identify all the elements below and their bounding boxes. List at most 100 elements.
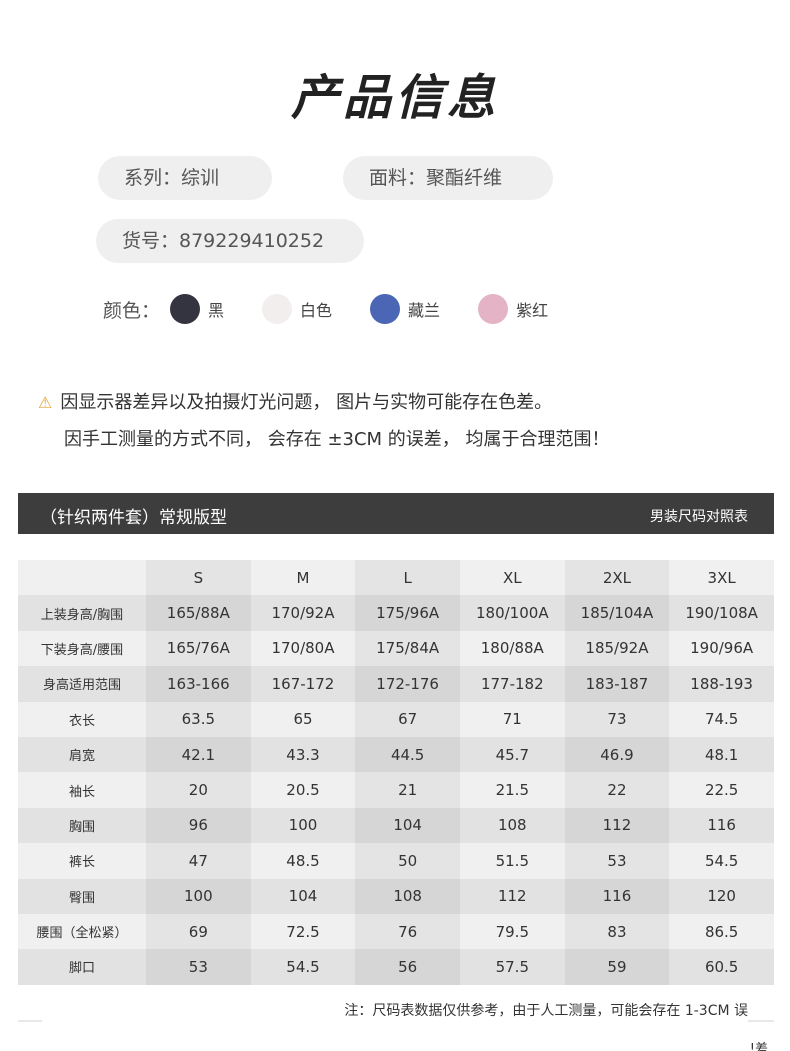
table-cell: 69 <box>146 913 251 950</box>
column-header: XL <box>459 560 565 596</box>
table-cell: 45.7 <box>459 736 565 773</box>
column-header <box>18 560 146 596</box>
size-footnote-tail: !差 <box>749 1042 768 1051</box>
table-cell: 22.5 <box>669 772 774 808</box>
table-cell: 112 <box>459 878 565 914</box>
table-cell: 22 <box>564 772 670 808</box>
table-cell: 48.1 <box>669 736 774 773</box>
table-cell: 57.5 <box>459 949 565 985</box>
color-label: 颜色： <box>103 299 161 322</box>
table-cell: 175/84A <box>355 630 460 667</box>
table-row: 袖长 20 20.5 21 21.5 22 22.5 <box>18 772 774 808</box>
table-cell: 42.1 <box>146 736 251 773</box>
table-cell: 60.5 <box>669 949 774 985</box>
size-chart-title: （针织两件套）常规版型 <box>40 508 227 528</box>
table-cell: 56 <box>355 949 460 985</box>
table-cell: 63.5 <box>146 701 251 737</box>
table-cell: 170/92A <box>250 595 356 631</box>
column-header: L <box>355 560 460 596</box>
table-cell: 46.9 <box>564 736 670 773</box>
row-label: 腰围（全松紧） <box>18 913 146 950</box>
table-cell: 47 <box>146 843 251 879</box>
table-row: 臀围 100 104 108 112 116 120 <box>18 878 774 914</box>
row-label: 胸围 <box>18 807 146 844</box>
size-chart-header: （针织两件套）常规版型 男装尺码对照表 <box>18 493 774 534</box>
table-cell: 172-176 <box>355 666 460 702</box>
color-note: ⚠ 因显示器差异以及拍摄灯光问题， 图片与实物可能存在色差。 <box>38 392 553 413</box>
column-header: 3XL <box>669 560 774 596</box>
table-header-row: S M L XL 2XL 3XL <box>18 560 774 596</box>
table-cell: 76 <box>355 913 460 950</box>
table-cell: 180/88A <box>459 630 565 667</box>
table-cell: 21 <box>355 772 460 808</box>
table-row: 裤长 47 48.5 50 51.5 53 54.5 <box>18 843 774 879</box>
table-cell: 96 <box>146 807 251 844</box>
table-cell: 83 <box>564 913 670 950</box>
color-swatch[interactable]: 黑 <box>170 294 224 324</box>
table-cell: 116 <box>669 807 774 844</box>
row-label: 上装身高/胸围 <box>18 595 146 631</box>
row-label: 袖长 <box>18 772 146 808</box>
table-cell: 79.5 <box>459 913 565 950</box>
table-cell: 180/100A <box>459 595 565 631</box>
table-cell: 86.5 <box>669 913 774 950</box>
table-row: 下装身高/腰围 165/76A 170/80A 175/84A 180/88A 185/9… <box>18 630 774 667</box>
table-cell: 188-193 <box>669 666 774 702</box>
table-cell: 104 <box>250 878 356 914</box>
row-label: 臀围 <box>18 878 146 914</box>
row-label: 肩宽 <box>18 736 146 773</box>
column-header: S <box>146 560 251 596</box>
color-name: 藏兰 <box>408 301 441 320</box>
column-header: 2XL <box>564 560 670 596</box>
color-name: 紫红 <box>516 301 549 320</box>
table-cell: 51.5 <box>459 843 565 879</box>
color-swatch[interactable]: 藏兰 <box>370 294 440 324</box>
page-title: 产品信息 <box>290 70 499 126</box>
table-cell: 67 <box>355 701 460 737</box>
table-row: 身高适用范围 163-166 167-172 172-176 177-182 183-18… <box>18 666 774 702</box>
table-cell: 112 <box>564 807 670 844</box>
color-dot <box>478 294 509 324</box>
table-cell: 100 <box>146 878 251 914</box>
table-cell: 65 <box>250 701 356 737</box>
table-cell: 170/80A <box>250 630 356 667</box>
row-label: 脚口 <box>18 949 146 985</box>
column-header: M <box>250 560 356 596</box>
table-cell: 54.5 <box>669 843 774 879</box>
table-cell: 53 <box>564 843 670 879</box>
table-cell: 175/96A <box>355 595 460 631</box>
table-cell: 177-182 <box>459 666 565 702</box>
table-row: 上装身高/胸围 165/88A 170/92A 175/96A 180/100A 185/… <box>18 595 774 631</box>
table-cell: 71 <box>459 701 565 737</box>
fabric-tag: 面料：聚酯纤维 <box>343 156 553 200</box>
color-swatch[interactable]: 白色 <box>262 294 332 324</box>
table-cell: 50 <box>355 843 460 879</box>
table-row: 肩宽 42.1 43.3 44.5 45.7 46.9 48.1 <box>18 736 774 773</box>
table-cell: 167-172 <box>250 666 356 702</box>
size-footnote: 注：尺码表数据仅供参考，由于人工测量，可能会存在 1-3CM 误 <box>344 1003 748 1019</box>
warning-triangle-icon: ⚠ <box>38 393 53 412</box>
table-cell: 190/108A <box>669 595 774 631</box>
row-label: 裤长 <box>18 843 146 879</box>
row-label: 衣长 <box>18 701 146 737</box>
color-dot <box>170 294 201 324</box>
table-cell: 190/96A <box>669 630 774 667</box>
table-row: 衣长 63.5 65 67 71 73 74.5 <box>18 701 774 737</box>
table-cell: 21.5 <box>459 772 565 808</box>
table-cell: 20 <box>146 772 251 808</box>
color-swatch[interactable]: 紫红 <box>478 294 548 324</box>
color-name: 白色 <box>300 301 333 320</box>
table-cell: 74.5 <box>669 701 774 737</box>
sku-tag: 货号：879229410252 <box>96 219 364 263</box>
table-cell: 20.5 <box>250 772 356 808</box>
color-dot <box>262 294 293 324</box>
size-chart-table: S M L XL 2XL 3XL 上装身高/胸围 165/88A 170/92A 175/96A 1… <box>18 560 774 985</box>
table-cell: 59 <box>564 949 670 985</box>
table-cell: 43.3 <box>250 736 356 773</box>
table-cell: 116 <box>564 878 670 914</box>
table-cell: 183-187 <box>564 666 670 702</box>
table-cell: 165/88A <box>146 595 251 631</box>
series-tag: 系列：综训 <box>98 156 272 200</box>
measurement-note: 因手工测量的方式不同， 会存在 ±3CM 的误差， 均属于合理范围！ <box>64 429 610 450</box>
